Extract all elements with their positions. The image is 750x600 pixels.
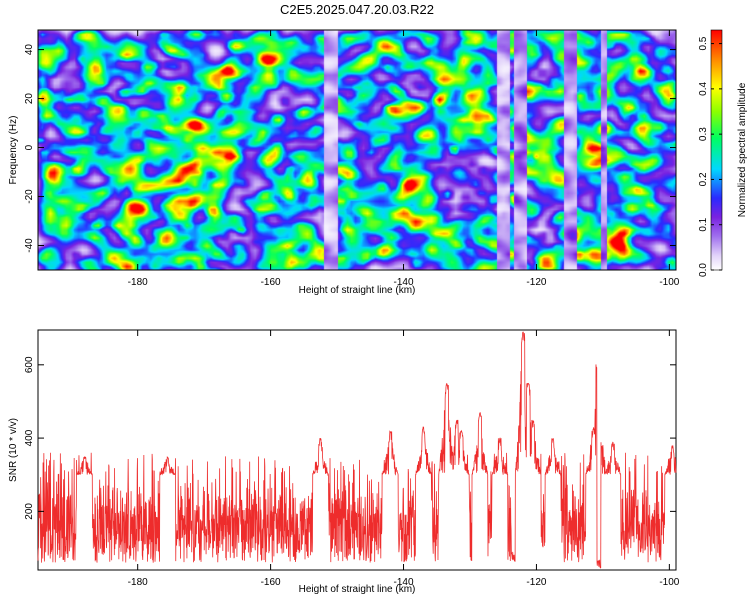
colorbar-tick-label: 0.1 <box>698 217 709 231</box>
snr-panel: -180 -160 -140 -120 -100 200 400 600 Height of… <box>8 329 680 595</box>
snr-xtick-label: -140 <box>394 577 414 588</box>
snr-xlabel: Height of straight line (km) <box>299 584 416 595</box>
heatmap-panel: -180 -160 -140 -120 -100 -40 -20 0 20 40 Height … <box>8 29 680 296</box>
snr-frame <box>37 329 677 571</box>
heatmap-ytick-label: 0 <box>24 144 35 150</box>
colorbar-tick-label: 0.3 <box>698 127 709 141</box>
heatmap-ytick-label: 20 <box>24 93 35 105</box>
snr-xtick-label: -100 <box>659 577 679 588</box>
heatmap-ytick-label: 40 <box>24 44 35 56</box>
colorbar-ticks: 0.0 0.1 0.2 0.3 0.4 0.5 <box>698 36 722 277</box>
chart-title: C2E5.2025.047.20.03.R22 <box>280 2 434 17</box>
snr-ytick-label: 600 <box>24 356 35 373</box>
colorbar-tick-label: 0.2 <box>698 172 709 186</box>
snr-ylabel: SNR (10 * v/v) <box>8 418 19 482</box>
heatmap-ylabel: Frequency (Hz) <box>8 116 19 185</box>
colorbar-tick-label: 0.5 <box>698 36 709 50</box>
heatmap-xtick-label: -180 <box>128 277 148 288</box>
snr-ytick-label: 200 <box>24 503 35 520</box>
heatmap-y-ticks: -40 -20 0 20 40 <box>24 44 676 253</box>
snr-x-ticks: -180 -160 -140 -120 -100 <box>128 330 680 588</box>
heatmap-image <box>38 30 676 270</box>
colorbar: 0.0 0.1 0.2 0.3 0.4 0.5 Normalized spectral a… <box>698 29 748 277</box>
heatmap-xtick-label: -160 <box>261 277 281 288</box>
colorbar-tick-label: 0.4 <box>698 81 709 95</box>
heatmap-ytick-label: -20 <box>24 189 35 204</box>
snr-xtick-label: -180 <box>128 577 148 588</box>
colorbar-tick-label: 0.0 <box>698 263 709 277</box>
heatmap-xtick-label: -140 <box>394 277 414 288</box>
snr-ytick-label: 400 <box>24 429 35 446</box>
heatmap-ytick-label: -40 <box>24 238 35 253</box>
snr-series-line <box>37 331 677 569</box>
snr-xtick-label: -120 <box>526 577 546 588</box>
heatmap-xlabel: Height of straight line (km) <box>299 285 416 296</box>
snr-xtick-label: -160 <box>261 577 281 588</box>
snr-y-ticks: 200 400 600 <box>24 356 676 520</box>
heatmap-xtick-label: -120 <box>526 277 546 288</box>
heatmap-xtick-label: -100 <box>659 277 679 288</box>
heatmap-frame <box>37 29 677 271</box>
heatmap-x-ticks: -180 -160 -140 -120 -100 <box>128 30 680 288</box>
colorbar-label: Normalized spectral amplitude <box>737 82 748 217</box>
colorbar-ramp <box>710 29 723 271</box>
